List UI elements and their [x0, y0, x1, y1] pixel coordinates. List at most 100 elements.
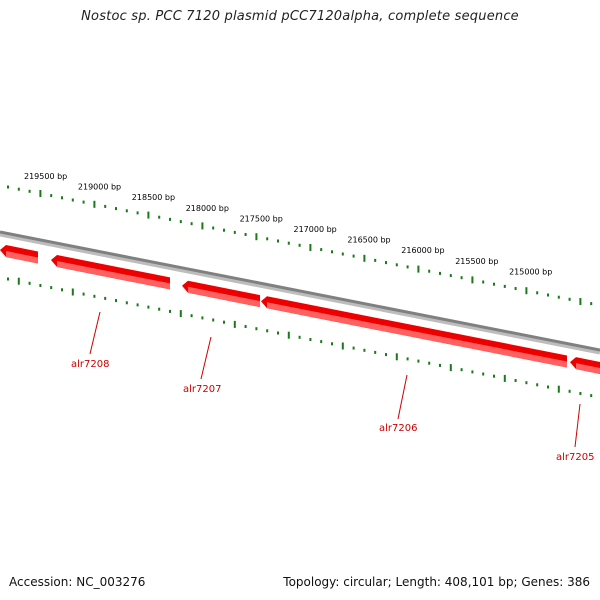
outer-major-tick: [255, 233, 258, 241]
outer-minor-tick: [557, 295, 560, 299]
outer-minor-tick: [439, 271, 441, 275]
outer-minor-tick: [158, 215, 161, 219]
inner-minor-tick: [115, 299, 117, 303]
inner-minor-tick: [223, 320, 225, 324]
outer-minor-tick: [223, 228, 225, 232]
position-label: 215500 bp: [455, 257, 498, 266]
inner-minor-tick: [374, 350, 377, 354]
outer-minor-tick: [136, 211, 139, 215]
outer-minor-tick: [244, 233, 247, 236]
position-label: 216500 bp: [347, 236, 390, 245]
outer-minor-tick: [212, 226, 215, 230]
outer-minor-tick: [28, 189, 31, 193]
outer-minor-tick: [514, 287, 517, 290]
inner-minor-tick: [525, 381, 528, 385]
position-label: 219500 bp: [24, 172, 67, 181]
outer-minor-tick: [233, 230, 236, 234]
gene-leader-line: [397, 374, 408, 420]
gene-arrow-shade: [6, 251, 38, 264]
map-title: Nostoc sp. PCC 7120 plasmid pCC7120alpha…: [81, 9, 519, 24]
position-labels: 219500 bp 219000 bp 218500 bp 218000 bp 2175…: [24, 172, 552, 276]
gene-label[interactable]: alr7205: [556, 452, 594, 463]
outer-minor-tick: [331, 250, 333, 254]
outer-minor-tick: [428, 269, 431, 273]
outer-minor-tick: [320, 248, 323, 252]
gene-label[interactable]: alr7208: [71, 359, 109, 370]
inner-minor-tick: [255, 327, 258, 331]
gene-labels: alr7208 alr7207 alr7206 alr7205: [71, 311, 594, 463]
outer-tick-marks: [7, 185, 593, 306]
inner-minor-tick: [439, 363, 441, 367]
outer-minor-tick: [277, 239, 279, 243]
outer-minor-tick: [590, 302, 593, 306]
outer-minor-tick: [115, 207, 117, 211]
position-label: 216000 bp: [401, 246, 444, 255]
inner-minor-tick: [104, 296, 107, 300]
outer-major-tick: [39, 190, 42, 197]
inner-tick-marks: [7, 277, 593, 398]
inner-minor-tick: [136, 303, 139, 307]
inner-minor-tick: [82, 292, 85, 296]
position-label: 218500 bp: [132, 193, 175, 202]
inner-major-tick: [17, 277, 20, 285]
inner-major-tick: [449, 364, 452, 372]
gene-label[interactable]: alr7206: [379, 423, 417, 434]
outer-minor-tick: [449, 274, 452, 278]
inner-major-tick: [341, 342, 344, 350]
inner-major-tick: [287, 331, 290, 339]
outer-minor-tick: [503, 284, 506, 288]
inner-minor-tick: [201, 316, 204, 320]
inner-minor-tick: [493, 374, 495, 378]
outer-minor-tick: [341, 252, 344, 256]
outer-minor-tick: [406, 265, 409, 269]
gene-arrow-shade: [576, 363, 600, 374]
sequence-summary: Topology: circular; Length: 408,101 bp; …: [283, 575, 590, 589]
inner-minor-tick: [158, 307, 161, 311]
outer-minor-tick: [169, 217, 171, 221]
inner-minor-tick: [147, 305, 150, 309]
inner-minor-tick: [320, 340, 323, 344]
inner-minor-tick: [93, 294, 96, 298]
outer-major-tick: [93, 200, 96, 208]
inner-minor-tick: [277, 331, 279, 335]
outer-minor-tick: [352, 254, 355, 258]
inner-minor-tick: [406, 357, 409, 361]
inner-minor-tick: [125, 301, 128, 305]
inner-major-tick: [71, 288, 74, 296]
inner-major-tick: [179, 310, 182, 318]
outer-major-tick: [471, 276, 474, 284]
outer-minor-tick: [61, 196, 63, 200]
gene-label[interactable]: alr7207: [183, 384, 221, 395]
outer-minor-tick: [266, 237, 269, 241]
outer-minor-tick: [287, 241, 290, 245]
inner-minor-tick: [385, 353, 387, 357]
outer-minor-tick: [104, 204, 107, 208]
position-label: 215000 bp: [509, 267, 552, 276]
position-label: 218000 bp: [186, 204, 229, 213]
inner-major-tick: [557, 385, 560, 393]
inner-minor-tick: [536, 383, 539, 387]
outer-minor-tick: [536, 291, 539, 295]
outer-minor-tick: [460, 276, 463, 280]
outer-minor-tick: [125, 209, 128, 213]
outer-minor-tick: [547, 293, 549, 297]
inner-minor-tick: [244, 325, 247, 328]
outer-minor-tick: [374, 258, 377, 262]
gene-arrow-shade: [267, 302, 567, 368]
outer-major-tick: [309, 244, 312, 251]
gene-leader-line: [200, 336, 212, 380]
gene-features: [0, 245, 600, 374]
position-label: 217500 bp: [240, 214, 283, 223]
gene-leader-line: [574, 403, 581, 448]
outer-minor-tick: [385, 261, 387, 265]
accession-text: Accession: NC_003276: [9, 575, 146, 589]
outer-major-tick: [363, 254, 366, 262]
inner-minor-tick: [428, 361, 431, 365]
inner-minor-tick: [417, 359, 420, 363]
outer-major-tick: [525, 287, 528, 295]
outer-minor-tick: [71, 198, 74, 202]
inner-minor-tick: [7, 277, 9, 281]
outer-minor-tick: [50, 194, 53, 198]
outer-minor-tick: [568, 297, 571, 301]
